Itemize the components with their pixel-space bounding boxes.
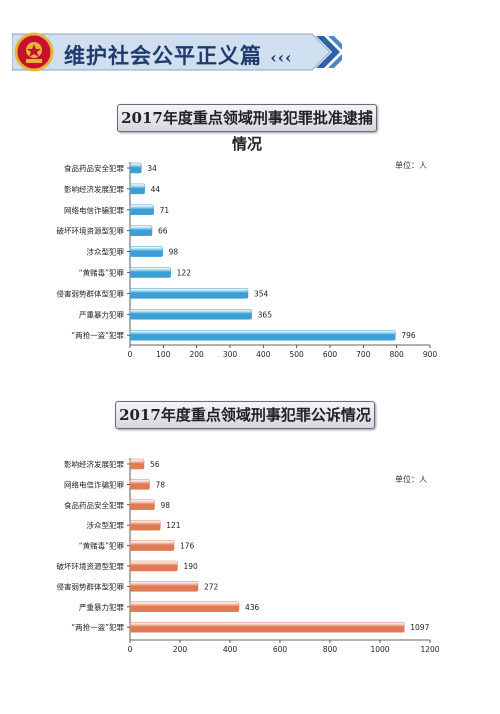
x-tick-label: 0 — [128, 645, 133, 654]
x-tick-label: 1200 — [420, 645, 439, 654]
value-label: 122 — [177, 269, 192, 278]
value-label: 436 — [245, 603, 260, 612]
value-label: 78 — [156, 480, 166, 489]
bar — [129, 246, 163, 257]
bar — [129, 267, 171, 278]
category-label: 食品药品安全犯罪 — [64, 500, 124, 510]
value-label: 190 — [184, 562, 199, 571]
page-title: 维护社会公平正义篇 ‹‹‹ — [64, 43, 293, 68]
category-label: 影响经济发展犯罪 — [64, 184, 124, 194]
value-label: 34 — [147, 164, 157, 173]
category-label: 涉众型犯罪 — [87, 520, 125, 530]
value-label: 98 — [161, 501, 171, 510]
x-tick-label: 200 — [190, 350, 205, 359]
category-label: 影响经济发展犯罪 — [64, 459, 124, 469]
category-label: “两抢一盗”犯罪 — [71, 330, 124, 340]
chart1-unit-label: 单位：人 — [395, 161, 427, 170]
chart1-title: 2017年度重点领域刑事犯罪批准逮捕情况 — [117, 104, 377, 153]
category-label: 网络电信诈骗犯罪 — [64, 479, 124, 489]
value-label: 66 — [158, 227, 168, 236]
chart2-unit-label: 单位：人 — [395, 475, 427, 484]
value-label: 176 — [180, 542, 195, 551]
category-label: 涉众型犯罪 — [87, 247, 125, 257]
value-label: 71 — [160, 206, 170, 215]
bar — [129, 499, 155, 511]
bar — [129, 621, 405, 633]
x-tick-label: 400 — [256, 350, 271, 359]
x-tick-label: 800 — [323, 645, 338, 654]
chart1: 0 100 200 300 400 500 600 700 800 900 食品药品安全犯罪 34 影响… — [57, 162, 438, 359]
category-label: “两抢一盗”犯罪 — [71, 622, 124, 632]
value-label: 796 — [401, 331, 416, 340]
bar — [129, 309, 252, 320]
x-tick-label: 600 — [323, 350, 338, 359]
value-label: 44 — [151, 185, 161, 194]
x-tick-label: 500 — [290, 350, 305, 359]
x-tick-label: 300 — [223, 350, 238, 359]
chart2-title: 2017年度重点领域刑事犯罪公诉情况 — [115, 401, 375, 429]
category-label: “黄赌毒”犯罪 — [79, 268, 125, 278]
header-banner — [12, 33, 342, 71]
x-tick-label: 600 — [273, 645, 288, 654]
category-label: 破坏环境资源型犯罪 — [57, 561, 125, 571]
value-label: 121 — [166, 521, 181, 530]
bar — [129, 329, 396, 341]
category-label: 网络电信诈骗犯罪 — [64, 205, 124, 215]
category-label: 严重暴力犯罪 — [79, 309, 124, 319]
category-label: 严重暴力犯罪 — [79, 602, 124, 612]
category-label: 破坏环境资源型犯罪 — [57, 226, 125, 236]
value-label: 1097 — [410, 623, 429, 632]
bar — [129, 540, 175, 551]
bar — [129, 601, 240, 613]
category-label: 侵害弱势群体型犯罪 — [57, 581, 125, 591]
bar — [129, 458, 145, 470]
x-tick-label: 100 — [156, 350, 171, 359]
chart2: 0 200 400 600 800 1000 1200 影响经济发展犯罪 56 网络电信诈骗犯罪 7… — [57, 458, 440, 654]
x-tick-label: 200 — [173, 645, 188, 654]
category-label: 侵害弱势群体型犯罪 — [57, 288, 125, 298]
value-label: 56 — [150, 460, 160, 469]
category-label: “黄赌毒”犯罪 — [79, 541, 125, 551]
bar — [129, 519, 161, 531]
bar — [129, 204, 154, 216]
bar — [129, 162, 142, 174]
x-tick-label: 400 — [223, 645, 238, 654]
emblem-icon — [14, 32, 54, 72]
x-tick-label: 800 — [390, 350, 405, 359]
x-tick-label: 1000 — [370, 645, 389, 654]
value-label: 365 — [258, 310, 273, 319]
bar — [129, 183, 145, 195]
x-tick-label: 0 — [128, 350, 133, 359]
bar — [129, 581, 199, 592]
bar — [129, 479, 150, 490]
chevrons: ‹‹‹ — [270, 48, 293, 67]
bar — [129, 288, 249, 299]
category-label: 食品药品安全犯罪 — [64, 163, 124, 173]
x-tick-label: 700 — [356, 350, 371, 359]
x-tick-label: 900 — [423, 350, 438, 359]
value-label: 272 — [204, 582, 219, 591]
bar — [129, 225, 153, 236]
bar — [129, 560, 178, 572]
value-label: 354 — [254, 289, 269, 298]
value-label: 98 — [169, 248, 179, 257]
